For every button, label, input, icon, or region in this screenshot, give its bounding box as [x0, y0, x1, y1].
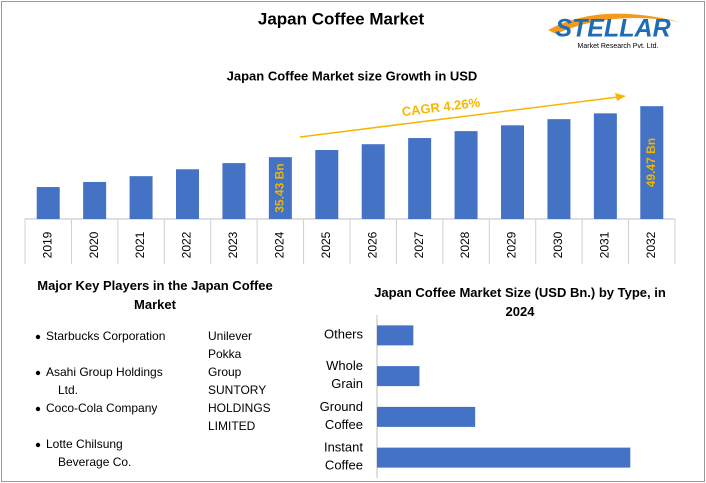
- key-player: Starbucks Corporation: [46, 329, 165, 343]
- bullet: [35, 370, 41, 376]
- bar: [547, 119, 571, 219]
- x-tick-label: 2022: [180, 231, 194, 258]
- bar: [129, 176, 153, 219]
- x-tick-label: 2027: [412, 231, 426, 258]
- bar: [501, 125, 524, 219]
- bar: [176, 169, 199, 219]
- value-label: 49.47 Bn: [644, 138, 658, 187]
- x-tick-label: 2025: [319, 231, 333, 258]
- bar: [36, 187, 60, 219]
- bar: [377, 447, 631, 468]
- y-tick-label-line: Grain: [328, 377, 363, 392]
- bar: [315, 150, 339, 219]
- x-tick-label: 2029: [505, 231, 519, 258]
- y-tick-label-line: Coffee: [321, 458, 363, 473]
- logo-name: STELLAR: [555, 15, 670, 43]
- y-tick-label: Others: [324, 327, 364, 342]
- y-tick-label: Instant Coffee: [321, 440, 363, 473]
- bar: [222, 163, 246, 219]
- key-player: Ltd.: [58, 383, 78, 397]
- x-tick-label: 2026: [365, 231, 379, 258]
- key-player: Beverage Co.: [58, 455, 131, 469]
- cagr-arrowhead: [615, 93, 626, 101]
- bar: [377, 325, 414, 346]
- bar: [593, 113, 617, 219]
- cagr-arrow: [299, 96, 619, 138]
- x-tick-label: 2019: [40, 231, 54, 258]
- key-player: HOLDINGS: [208, 401, 271, 415]
- x-tick-label: 2021: [133, 231, 147, 258]
- y-tick-label: Whole Grain: [326, 359, 363, 392]
- logo-swoosh: [548, 13, 680, 34]
- x-tick-label: 2032: [644, 231, 658, 258]
- y-tick-label-line: Others: [324, 327, 364, 342]
- bar: [408, 138, 432, 219]
- x-tick-label: 2030: [551, 231, 565, 258]
- bar: [268, 157, 292, 219]
- bullet: [35, 406, 41, 412]
- key-player: Group: [208, 365, 242, 379]
- bar: [640, 106, 664, 219]
- bar: [361, 144, 385, 219]
- x-tick-label: 2024: [273, 231, 287, 258]
- key-players-title: Major Key Players in the Japan Coffee Ma…: [37, 278, 273, 312]
- key-player: Coco-Cola Company: [46, 401, 157, 415]
- y-tick-label-line: Ground: [320, 399, 363, 414]
- key-player: Unilever: [208, 329, 252, 343]
- bar: [377, 366, 420, 387]
- x-tick-label: 2023: [226, 231, 240, 258]
- bullet: [35, 442, 41, 448]
- x-tick-label: 2028: [458, 231, 472, 258]
- page-title: Japan Coffee Market: [258, 9, 425, 28]
- bar: [454, 131, 478, 219]
- key-player: LIMITED: [208, 419, 256, 433]
- y-tick-label: Ground Coffee: [320, 399, 363, 432]
- bar: [377, 406, 476, 427]
- y-tick-label-line: Whole: [326, 359, 363, 374]
- bar: [83, 181, 107, 219]
- x-tick-label: 2020: [87, 231, 101, 258]
- key-player: SUNTORY: [208, 383, 266, 397]
- bar-chart-title: Japan Coffee Market size Growth in USD: [227, 68, 478, 83]
- key-player: Asahi Group Holdings: [46, 365, 163, 379]
- x-tick-label: 2031: [598, 231, 612, 258]
- y-tick-label-line: Coffee: [321, 417, 363, 432]
- hbar-chart-title: Japan Coffee Market Size (USD Bn.) by Ty…: [374, 285, 666, 319]
- value-label: 35.43 Bn: [273, 163, 287, 212]
- key-player: Lotte Chilsung: [46, 437, 123, 451]
- key-player: Pokka: [208, 347, 242, 361]
- logo-tagline: Market Research Pvt. Ltd.: [578, 43, 659, 50]
- y-tick-label-line: Instant: [324, 440, 363, 455]
- bullet: [35, 334, 41, 340]
